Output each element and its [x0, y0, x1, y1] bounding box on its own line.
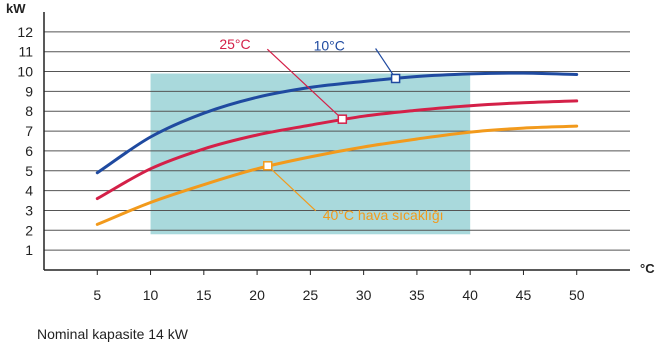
x-tick-label: 45 [516, 287, 532, 303]
y-axis-unit: kW [6, 1, 26, 16]
y-tick-label: 4 [25, 183, 33, 199]
y-tick-label: 3 [25, 202, 33, 218]
x-tick-label: 15 [196, 287, 212, 303]
x-tick-label: 5 [93, 287, 101, 303]
series-marker [390, 73, 401, 84]
series-line [95, 99, 579, 201]
x-tick-label: 40 [462, 287, 478, 303]
x-tick-label: 50 [569, 287, 585, 303]
y-tick-label: 6 [25, 143, 33, 159]
series-label: 10°C [314, 37, 345, 53]
series-leader-line [267, 165, 317, 212]
x-tick-label: 35 [409, 287, 425, 303]
caption: Nominal kapasite 14 kW [37, 326, 188, 342]
x-tick-label: 25 [303, 287, 319, 303]
y-tick-label: 7 [25, 123, 33, 139]
series-marker [337, 114, 348, 124]
y-tick-label: 12 [17, 24, 33, 40]
series-line [95, 71, 579, 175]
y-tick-label: 9 [25, 83, 33, 99]
series-label: 25°C [219, 36, 250, 52]
y-tick-label: 11 [18, 44, 33, 60]
x-tick-label: 30 [356, 287, 372, 303]
x-tick-label: 10 [143, 287, 159, 303]
y-tick-label: 1 [25, 242, 33, 258]
series-line [95, 124, 579, 226]
y-tick-label: 10 [17, 64, 33, 80]
series-leader-line [375, 48, 397, 79]
series-marker [262, 161, 273, 171]
operating-range-area [150, 73, 471, 235]
x-tick-label: 20 [249, 287, 265, 303]
y-tick-label: 8 [25, 103, 33, 119]
series-leader-line [266, 48, 343, 120]
y-tick-label: 5 [25, 163, 33, 179]
series-label: 40°C hava sıcaklığı [323, 207, 444, 223]
y-tick-label: 2 [25, 222, 33, 238]
x-axis-unit: °C [640, 261, 655, 276]
